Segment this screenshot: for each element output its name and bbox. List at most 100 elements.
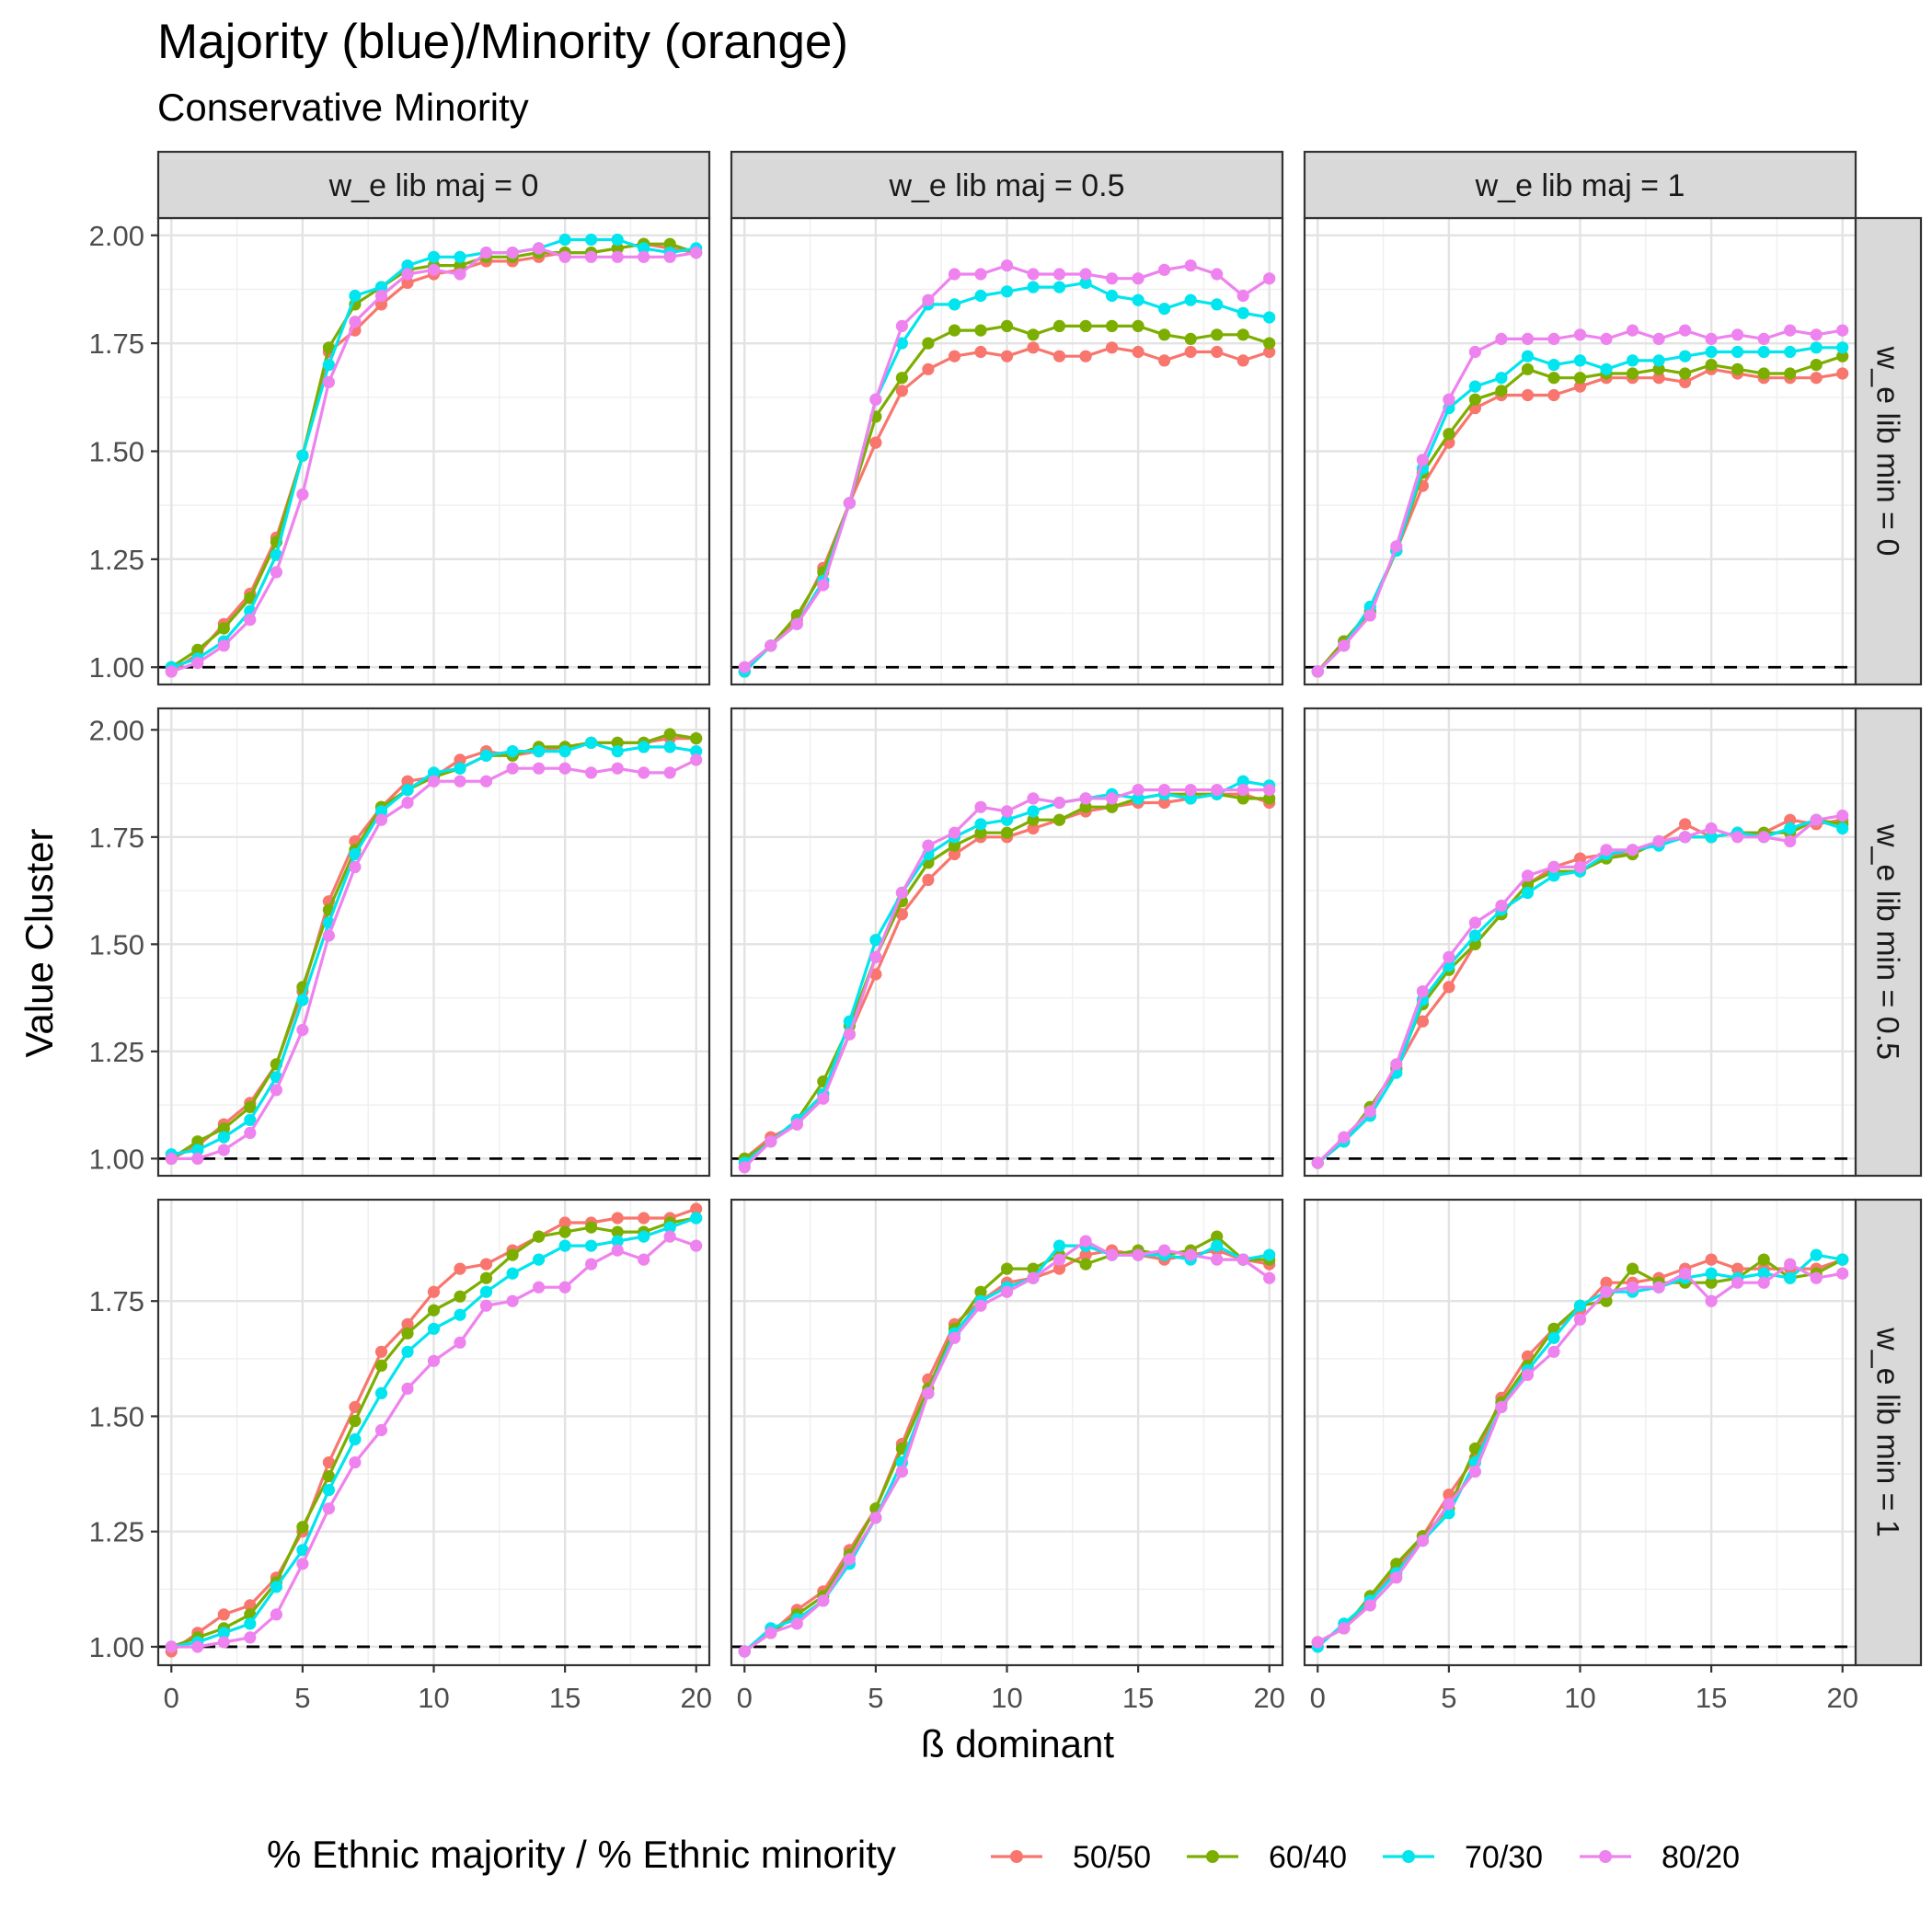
chart-title: Majority (blue)/Minority (orange) (157, 15, 848, 69)
data-point (296, 1544, 309, 1557)
panel-r1-c2 (1303, 707, 1857, 1178)
data-point (1573, 860, 1587, 874)
data-point (558, 1239, 571, 1252)
x-tick-label: 15 (1122, 1682, 1154, 1714)
series-80-20 (738, 259, 1276, 673)
y-tick-label: 1.50 (89, 1400, 144, 1432)
data-point (765, 1627, 777, 1639)
data-point (1731, 362, 1744, 375)
data-point (1495, 372, 1508, 385)
data-point (454, 775, 466, 788)
x-tick-label: 20 (1826, 1682, 1857, 1714)
data-point (1106, 341, 1119, 354)
data-point (401, 268, 414, 281)
data-point (1263, 311, 1276, 324)
data-point (1052, 796, 1066, 810)
data-point (1679, 818, 1692, 831)
data-point (1443, 981, 1455, 994)
data-point (1679, 1267, 1692, 1280)
data-point (1600, 362, 1613, 375)
data-point (1106, 1248, 1119, 1261)
data-point (1363, 1599, 1376, 1612)
data-point (1158, 784, 1171, 797)
series-80-20 (738, 784, 1276, 1174)
data-point (217, 622, 230, 635)
y-tick-label: 1.00 (89, 1143, 144, 1175)
legend-key-point (1599, 1850, 1612, 1863)
data-point (1052, 319, 1066, 332)
data-point (974, 800, 987, 813)
data-point (1158, 1244, 1171, 1257)
data-point (427, 775, 441, 788)
data-point (374, 1359, 388, 1372)
data-point (1757, 345, 1770, 359)
data-point (895, 1466, 909, 1478)
data-point (479, 775, 493, 788)
data-point (1079, 319, 1092, 332)
data-point (1052, 281, 1066, 293)
data-point (585, 250, 598, 263)
data-point (1705, 359, 1718, 372)
data-point (270, 1608, 282, 1621)
data-point (1547, 1322, 1560, 1335)
data-point (1184, 784, 1197, 797)
series-60-40 (738, 319, 1276, 678)
data-point (1521, 362, 1535, 375)
data-point (1810, 813, 1823, 826)
data-point (895, 385, 909, 397)
data-point (1836, 367, 1849, 380)
data-point (1416, 454, 1429, 466)
data-point (374, 281, 388, 293)
panel-r0-c0 (156, 216, 711, 686)
strip-background (1854, 1198, 1923, 1667)
data-point (1626, 1281, 1639, 1294)
x-tick-label: 10 (1564, 1682, 1595, 1714)
data-point (611, 1244, 624, 1257)
data-point (790, 617, 803, 630)
x-tick-label: 15 (1696, 1682, 1727, 1714)
data-point (585, 736, 598, 749)
data-point (1626, 367, 1639, 380)
data-point (1547, 359, 1560, 372)
data-point (165, 665, 178, 678)
data-point (1000, 805, 1014, 818)
data-point (296, 1023, 309, 1037)
data-point (479, 1258, 493, 1271)
data-point (270, 548, 282, 561)
data-point (401, 1317, 414, 1330)
data-point (506, 1248, 519, 1261)
data-point (611, 250, 624, 263)
data-point (558, 233, 571, 247)
x-axis-title: ß dominant (921, 1722, 1114, 1765)
data-point (296, 1558, 309, 1570)
data-point (244, 1126, 257, 1139)
data-point (1731, 1262, 1744, 1275)
data-point (322, 375, 335, 388)
data-point (479, 1285, 493, 1298)
data-point (427, 1354, 441, 1367)
data-point (974, 345, 987, 359)
data-point (895, 319, 909, 332)
data-point (922, 362, 935, 375)
series-80-20 (738, 1235, 1276, 1658)
data-point (1573, 1313, 1587, 1326)
data-point (1236, 328, 1249, 341)
data-point (1573, 328, 1587, 341)
data-point (1027, 1271, 1040, 1284)
data-point (638, 242, 650, 255)
data-point (895, 886, 909, 900)
data-point (217, 1122, 230, 1135)
data-point (427, 1322, 441, 1335)
data-point (1547, 372, 1560, 385)
data-point (1106, 289, 1119, 303)
data-point (1236, 1253, 1249, 1266)
data-point (611, 762, 624, 775)
y-tick-label: 1.75 (89, 328, 144, 360)
data-point (533, 1253, 546, 1266)
data-point (217, 1627, 230, 1639)
data-point (869, 436, 882, 449)
data-point (1000, 259, 1014, 272)
data-point (690, 1202, 703, 1215)
data-point (1211, 1230, 1224, 1243)
data-point (1158, 796, 1171, 810)
